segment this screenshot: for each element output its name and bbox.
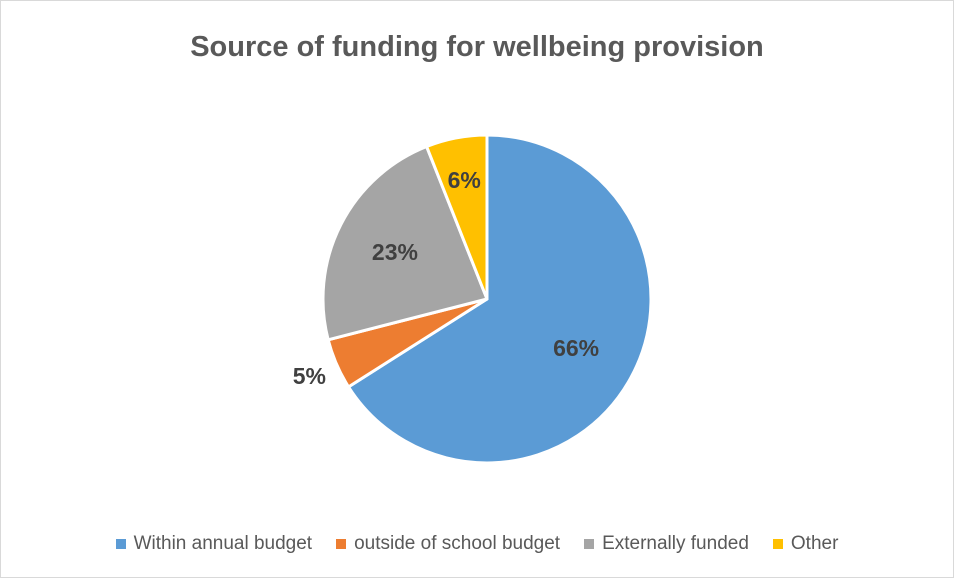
legend-label-outside-of-school-budget: outside of school budget [354,533,561,554]
legend-swatch-outside-of-school-budget [336,539,347,549]
legend-label-externally-funded: Externally funded [602,533,749,554]
legend-item-other: Other [772,533,839,555]
legend-item-within-annual-budget: Within annual budget [115,533,313,555]
legend-label-within-annual-budget: Within annual budget [133,533,313,554]
legend-swatch-externally-funded [584,539,595,549]
pie-slice-externally-funded [321,145,489,342]
legend-item-outside-of-school-budget: outside of school budget [336,533,560,555]
data-label-outside-of-school-budget: 5% [293,363,326,389]
legend-label-other: Other [790,533,839,554]
data-label-externally-funded: 23% [372,239,418,265]
legend-swatch-within-annual-budget [115,539,126,549]
data-label-other: 6% [448,167,481,193]
chart-title: Source of funding for wellbeing provisio… [190,31,764,63]
legend-swatch-other [772,539,783,549]
pie-slice-other [425,133,489,301]
legend: Within annual budget outside of school bu… [1,533,953,555]
legend-item-externally-funded: Externally funded [584,533,749,555]
data-label-within-annual-budget: 66% [553,335,599,361]
pie-slice-within-annual-budget [347,133,653,465]
